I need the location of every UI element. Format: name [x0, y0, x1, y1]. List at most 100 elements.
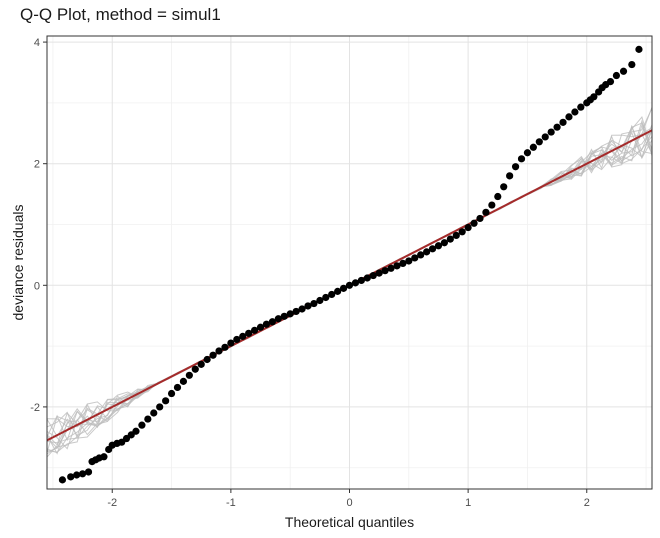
- data-point: [440, 239, 449, 247]
- x-tick-label: 1: [465, 497, 471, 509]
- data-point: [417, 251, 425, 259]
- data-point: [411, 254, 419, 262]
- data-point: [84, 468, 93, 476]
- data-point: [150, 409, 158, 417]
- data-point: [405, 257, 413, 265]
- data-point: [381, 267, 389, 275]
- data-point: [446, 235, 454, 243]
- data-point: [239, 332, 247, 340]
- data-point: [316, 296, 324, 305]
- data-point: [100, 453, 108, 461]
- points-group: [58, 45, 643, 484]
- data-point: [547, 128, 555, 136]
- data-point: [619, 67, 628, 75]
- data-point: [375, 269, 383, 277]
- data-point: [635, 45, 643, 53]
- data-point: [369, 271, 377, 280]
- data-point: [209, 351, 217, 359]
- data-point: [559, 118, 567, 126]
- data-point: [577, 103, 585, 111]
- data-point: [535, 138, 543, 146]
- y-axis-title: deviance residuals: [10, 205, 26, 321]
- data-point: [173, 383, 182, 392]
- grid: [47, 36, 652, 489]
- data-point: [156, 403, 164, 411]
- y-tick-label: 0: [34, 280, 40, 292]
- data-point: [494, 192, 502, 201]
- data-point: [132, 427, 140, 435]
- data-point: [334, 287, 342, 295]
- x-tick-label: 2: [584, 497, 590, 509]
- data-point: [488, 201, 496, 209]
- data-point: [470, 219, 478, 227]
- data-point: [511, 163, 520, 171]
- data-point: [256, 323, 265, 331]
- data-point: [328, 290, 336, 299]
- data-point: [423, 248, 431, 256]
- data-point: [292, 307, 300, 316]
- data-point: [541, 133, 549, 141]
- data-point: [387, 264, 395, 272]
- data-point: [523, 149, 532, 157]
- y-tick-label: 2: [34, 159, 40, 171]
- y-tick-label: 4: [34, 37, 40, 49]
- data-point: [452, 231, 460, 240]
- plot-title: Q-Q Plot, method = simul1: [20, 5, 221, 24]
- data-point: [227, 339, 235, 347]
- data-point: [565, 113, 573, 121]
- data-point: [73, 471, 81, 479]
- data-point: [280, 312, 288, 320]
- data-point: [233, 335, 241, 344]
- data-point: [393, 262, 401, 270]
- data-point: [310, 299, 318, 308]
- data-point: [215, 347, 223, 355]
- data-point: [197, 360, 205, 368]
- data-point: [221, 343, 229, 351]
- data-point: [138, 421, 146, 429]
- data-point: [339, 284, 348, 292]
- data-point: [458, 228, 466, 236]
- data-point: [78, 470, 87, 478]
- data-point: [571, 108, 579, 116]
- data-point: [162, 397, 170, 405]
- data-point: [351, 279, 360, 287]
- data-point: [179, 377, 188, 385]
- data-point: [167, 389, 176, 398]
- data-point: [517, 155, 526, 163]
- data-point: [363, 274, 371, 282]
- data-point: [606, 78, 615, 86]
- x-tick-label: -1: [226, 497, 236, 509]
- y-tick-label: -2: [30, 402, 40, 414]
- data-point: [590, 93, 598, 101]
- data-point: [262, 320, 271, 328]
- data-point: [399, 259, 407, 268]
- data-point: [144, 415, 152, 423]
- data-point: [464, 223, 472, 232]
- data-point: [612, 71, 621, 80]
- data-point: [67, 473, 75, 481]
- data-point: [185, 371, 193, 379]
- x-tick-label: 0: [346, 497, 352, 509]
- data-point: [482, 208, 490, 216]
- axes: -2 -1 0 1 2 -2 0 2 4: [30, 37, 590, 509]
- data-point: [58, 476, 67, 484]
- data-point: [250, 326, 259, 334]
- data-point: [268, 318, 276, 326]
- data-point: [191, 365, 199, 373]
- data-point: [357, 276, 365, 285]
- data-point: [345, 281, 354, 289]
- data-point: [553, 123, 561, 131]
- data-point: [428, 245, 437, 253]
- data-point: [476, 214, 484, 223]
- data-point: [628, 60, 636, 69]
- data-point: [298, 305, 306, 313]
- x-tick-label: -2: [107, 497, 117, 509]
- data-point: [506, 172, 514, 180]
- data-point: [500, 183, 508, 191]
- data-point: [286, 310, 294, 318]
- data-point: [529, 143, 537, 151]
- data-point: [245, 329, 253, 337]
- data-point: [322, 293, 330, 302]
